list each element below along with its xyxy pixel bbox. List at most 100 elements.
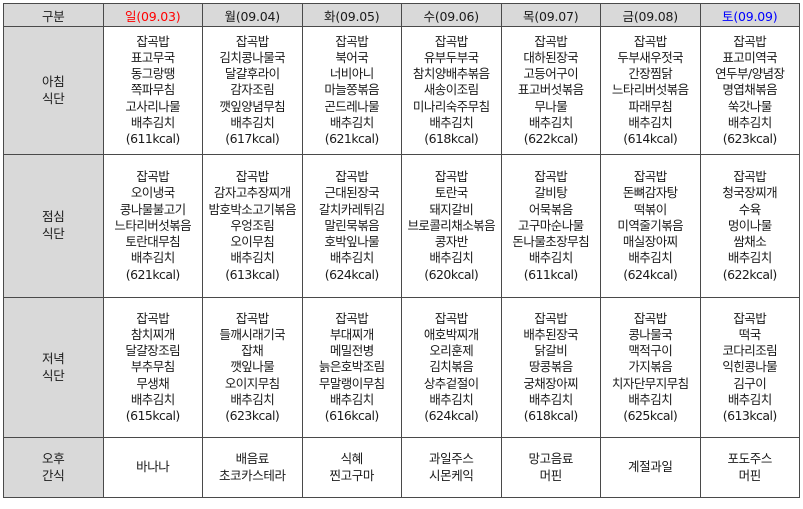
table-header: 구분 일(09.03) 월(09.04) 화(09.05) 수(09.06) 목…	[3, 3, 800, 27]
table-row-dinner: 저녁 식단 잡곡밥 참치찌개 달걀장조림 부추무침 무생채 배추김치 (615kcal) 잡곡밥 들…	[3, 297, 800, 438]
menu-item: 파래무침	[628, 98, 673, 114]
menu-item: 무생채	[136, 375, 170, 391]
menu-item: 잡곡밥	[335, 310, 369, 326]
calorie-value: (623kcal)	[722, 131, 777, 147]
table-row-breakfast: 아침 식단 잡곡밥 표고무국 동그랑땡 쪽파무침 고사리나물 배추김치 (611kcal) 잡곡밥…	[3, 26, 800, 155]
calorie-value: (623kcal)	[225, 408, 280, 424]
menu-item: 김치콩나물국	[219, 49, 286, 65]
menu-item: 배추김치	[329, 391, 374, 407]
cell-breakfast-thu: 잡곡밥 대하된장국 고등어구이 표고버섯볶음 무나물 배추김치 (622kcal)	[500, 26, 601, 155]
menu-item: 너비아니	[329, 66, 374, 82]
menu-item: 잡곡밥	[235, 310, 269, 326]
menu-item: 참치양배추볶음	[412, 66, 490, 82]
cell-afternoon-snack-wed: 과일주스 시몬케익	[401, 437, 502, 498]
menu-item: 호박잎나물	[324, 234, 380, 250]
menu-item: 오이지무침	[224, 375, 280, 391]
menu-item: 무말랭이무침	[318, 375, 385, 391]
menu-item: 배추김치	[329, 114, 374, 130]
menu-item: 간장찜닭	[628, 66, 673, 82]
row-label-line-2: 간식	[42, 467, 65, 483]
row-label-line-1: 오후	[42, 450, 65, 466]
cell-breakfast-tue: 잡곡밥 북어국 너비아니 마늘쫑볶음 곤드레나물 배추김치 (621kcal)	[301, 26, 402, 155]
cell-afternoon-snack-tue: 식혜 찐고구마	[301, 437, 402, 498]
menu-item: 머핀	[738, 467, 762, 483]
menu-item: 깻잎나물	[230, 359, 275, 375]
calorie-value: (613kcal)	[225, 266, 280, 282]
menu-item: 잡곡밥	[136, 33, 170, 49]
menu-item: 오리훈제	[429, 343, 474, 359]
calorie-value: (611kcal)	[523, 266, 578, 282]
menu-item: 배추김치	[727, 114, 772, 130]
header-cell-thursday: 목(09.07)	[500, 3, 601, 27]
menu-item: 익힌콩나물	[722, 359, 778, 375]
menu-item: 과일주스	[429, 450, 474, 466]
menu-item: 부대찌개	[329, 326, 374, 342]
row-label-line-1: 점심	[42, 209, 65, 225]
row-label-line-2: 식단	[42, 90, 65, 106]
menu-item: 돼지갈비	[429, 201, 474, 217]
cell-lunch-sat: 잡곡밥 청국장찌개 수육 멍이나물 쌈채소 배추김치 (622kcal)	[699, 154, 800, 298]
cell-dinner-mon: 잡곡밥 들깨시래기국 잡채 깻잎나물 오이지무침 배추김치 (623kcal)	[202, 297, 303, 438]
menu-item: 김구이	[733, 375, 767, 391]
cell-dinner-wed: 잡곡밥 애호박찌개 오리훈제 김치볶음 상추겉절이 배추김치 (624kcal)	[401, 297, 502, 438]
header-cell-saturday: 토(09.09)	[699, 3, 800, 27]
menu-item: 깻잎양념무침	[219, 98, 286, 114]
menu-item: 대하된장국	[523, 49, 579, 65]
menu-item: 잡곡밥	[136, 310, 170, 326]
menu-item: 밤호박소고기볶음	[208, 201, 297, 217]
menu-item: 토란대무침	[125, 234, 181, 250]
menu-item: 유부두부국	[423, 49, 479, 65]
cell-breakfast-fri: 잡곡밥 두부새우젓국 간장찜닭 느타리버섯볶음 파래무침 배추김치 (614kcal)	[600, 26, 701, 155]
menu-item: 잡곡밥	[434, 33, 468, 49]
menu-item: 두부새우젓국	[617, 49, 684, 65]
menu-item: 잡곡밥	[534, 310, 568, 326]
calorie-value: (620kcal)	[424, 266, 479, 282]
menu-item: 청국장찌개	[722, 185, 778, 201]
row-label-breakfast: 아침 식단	[3, 26, 104, 155]
menu-item: 돈나물초장무침	[512, 234, 590, 250]
calorie-value: (613kcal)	[722, 408, 777, 424]
menu-item: 잡곡밥	[136, 169, 170, 185]
menu-item: 표고버섯볶음	[517, 82, 584, 98]
menu-item: 식혜	[340, 450, 364, 466]
menu-item: 머핀	[539, 467, 563, 483]
menu-item: 달걀장조림	[125, 343, 181, 359]
menu-item: 떡국	[738, 326, 761, 342]
menu-item: 치자단무지무침	[611, 375, 689, 391]
menu-item: 잡곡밥	[434, 310, 468, 326]
menu-item: 상추겉절이	[423, 375, 479, 391]
menu-item: 고등어구이	[523, 66, 579, 82]
menu-item: 배추김치	[230, 391, 275, 407]
calorie-value: (618kcal)	[523, 408, 578, 424]
menu-item: 배추김치	[628, 391, 673, 407]
cell-lunch-sun: 잡곡밥 오이냉국 콩나물불고기 느타리버섯볶음 토란대무침 배추김치 (621kcal)	[102, 154, 203, 298]
menu-item: 배추김치	[130, 114, 175, 130]
header-cell-friday: 금(09.08)	[600, 3, 701, 27]
menu-item: 포도주스	[727, 450, 773, 466]
menu-item: 곤드레나물	[324, 98, 380, 114]
menu-item: 떡볶이	[633, 201, 667, 217]
menu-item: 표고무국	[130, 49, 175, 65]
calorie-value: (624kcal)	[623, 266, 678, 282]
menu-item: 잡곡밥	[434, 169, 468, 185]
calorie-value: (617kcal)	[225, 131, 280, 147]
cell-breakfast-sat: 잡곡밥 표고미역국 연두부/양념장 명엽채볶음 쑥갓나물 배추김치 (623kcal)	[699, 26, 800, 155]
menu-item: 쑥갓나물	[727, 98, 772, 114]
table-row-afternoon-snack: 오후 간식 바나나 배음료 초코카스테라 식혜 찐고구마 과일주스 시몬케익 망고음료 머핀 계절과일…	[3, 437, 800, 498]
menu-item: 명엽채볶음	[722, 82, 778, 98]
menu-item: 참치찌개	[130, 326, 175, 342]
calorie-value: (621kcal)	[125, 266, 180, 282]
calorie-value: (622kcal)	[523, 131, 578, 147]
menu-item: 메밀전병	[329, 343, 374, 359]
menu-item: 잡곡밥	[534, 33, 568, 49]
header-cell-tuesday: 화(09.05)	[301, 3, 402, 27]
menu-item: 마늘쫑볶음	[324, 82, 380, 98]
header-cell-wednesday: 수(09.06)	[401, 3, 502, 27]
cell-breakfast-wed: 잡곡밥 유부두부국 참치양배추볶음 새송이조림 미나리숙주무침 배추김치 (618kcal)	[401, 26, 502, 155]
menu-item: 배추김치	[230, 114, 275, 130]
menu-item: 초코카스테라	[218, 467, 286, 483]
menu-item: 잡곡밥	[733, 310, 767, 326]
calorie-value: (611kcal)	[125, 131, 180, 147]
menu-item: 배추김치	[528, 250, 573, 266]
menu-item: 북어국	[335, 49, 369, 65]
